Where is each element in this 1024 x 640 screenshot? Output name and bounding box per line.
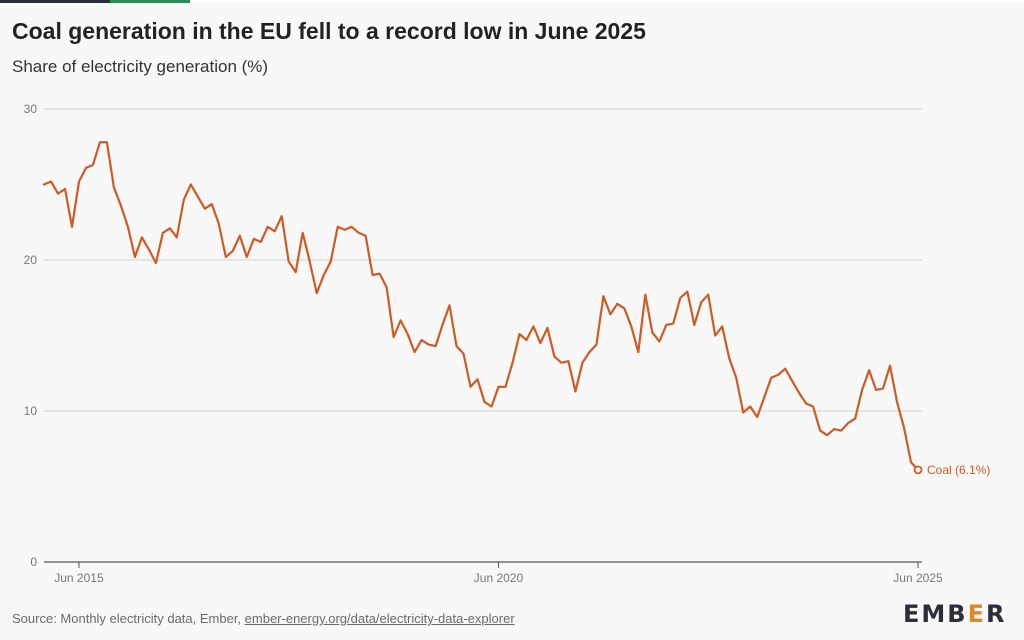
top-accent-dark xyxy=(0,0,110,3)
top-accent-green xyxy=(110,0,190,3)
series-end-label: Coal (6.1%) xyxy=(927,463,990,477)
top-accent-bar xyxy=(0,0,1024,3)
series-group: Coal (6.1%) xyxy=(42,141,990,477)
y-tick-label-30: 30 xyxy=(24,102,38,116)
y-axis-ticks: 0 10 20 30 xyxy=(24,102,38,569)
y-tick-label-0: 0 xyxy=(30,555,37,569)
logo-part2: E xyxy=(967,600,986,628)
source-prefix: Source: Monthly electricity data, Ember, xyxy=(12,611,245,626)
logo-part1: EMB xyxy=(903,600,968,628)
grid-lines xyxy=(44,108,922,563)
series-end-marker xyxy=(913,465,923,475)
x-tick-label-0: Jun 2015 xyxy=(54,571,104,585)
ember-logo: EMBER xyxy=(903,600,1006,628)
chart-subtitle: Share of electricity generation (%) xyxy=(12,57,269,76)
x-axis-ticks: Jun 2015 Jun 2020 Jun 2025 xyxy=(54,562,943,585)
source-footer: Source: Monthly electricity data, Ember,… xyxy=(12,611,515,626)
chart-title: Coal generation in the EU fell to a reco… xyxy=(12,18,646,44)
series-line-coal xyxy=(42,141,920,471)
y-tick-label-10: 10 xyxy=(24,404,38,418)
source-link[interactable]: ember-energy.org/data/electricity-data-e… xyxy=(244,611,515,626)
x-tick-label-2: Jun 2025 xyxy=(893,571,943,585)
logo-part3: R xyxy=(985,600,1007,628)
y-tick-label-20: 20 xyxy=(24,253,38,267)
x-tick-label-1: Jun 2020 xyxy=(474,571,524,585)
